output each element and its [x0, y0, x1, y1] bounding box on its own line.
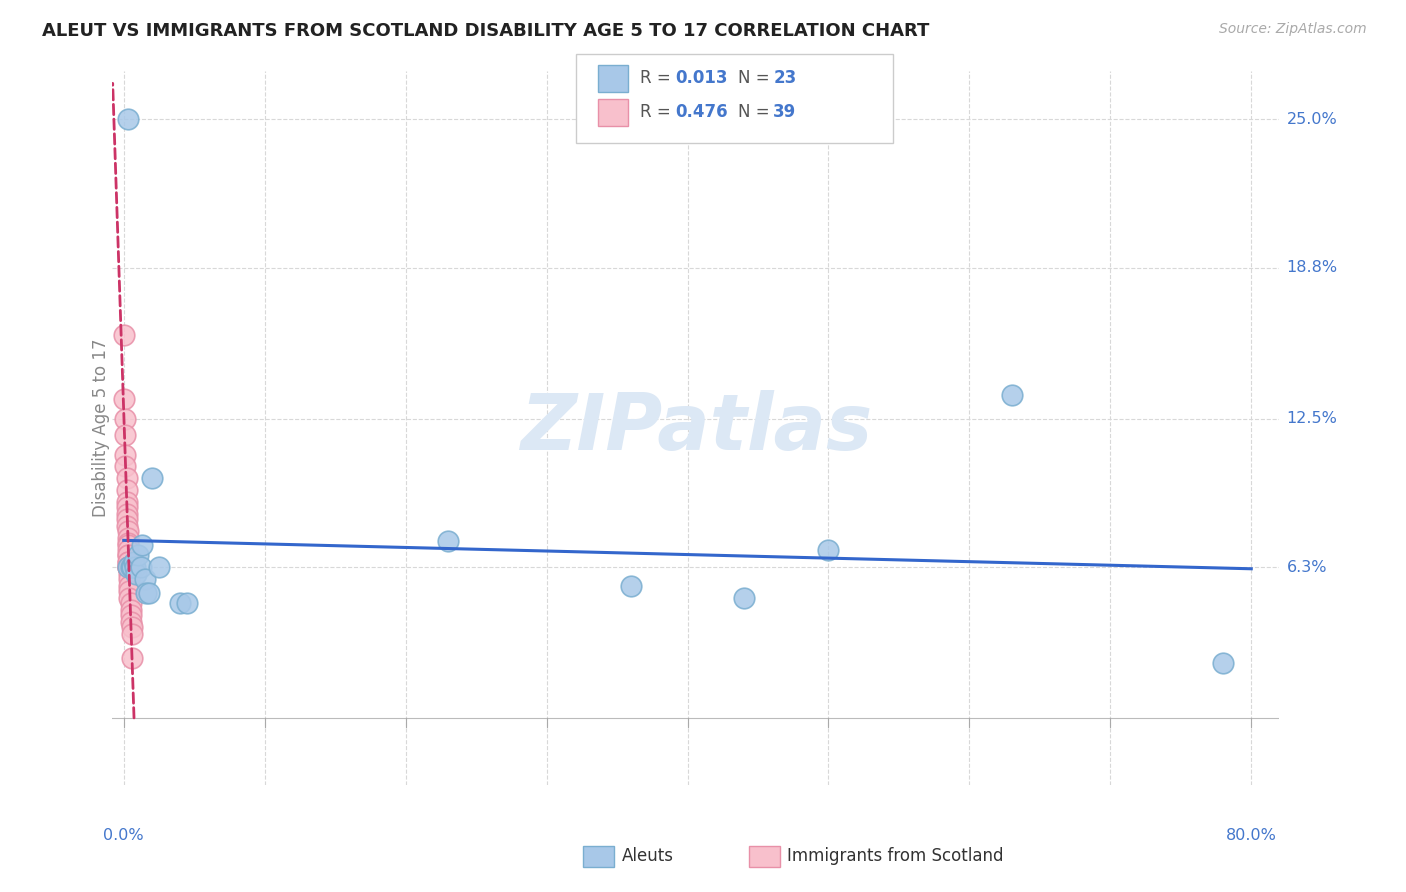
Point	[115, 495, 138, 509]
Point	[117, 555, 139, 569]
Point	[115, 483, 138, 498]
Point	[115, 519, 138, 533]
Text: Source: ZipAtlas.com: Source: ZipAtlas.com	[1219, 22, 1367, 37]
Point	[120, 607, 142, 622]
Text: Immigrants from Scotland: Immigrants from Scotland	[787, 847, 1004, 865]
Point	[148, 560, 170, 574]
Point	[1001, 387, 1024, 401]
Text: Aleuts: Aleuts	[621, 847, 673, 865]
Point	[121, 627, 143, 641]
Point	[127, 548, 149, 562]
Point	[115, 471, 138, 485]
Text: 25.0%: 25.0%	[1286, 112, 1337, 127]
Point	[117, 543, 139, 558]
Point	[125, 567, 148, 582]
Text: R =: R =	[640, 70, 676, 87]
Point	[115, 512, 138, 526]
Point	[115, 508, 138, 522]
Point	[129, 560, 152, 574]
Text: 39: 39	[773, 103, 797, 121]
Point	[120, 603, 142, 617]
Point	[118, 560, 141, 574]
Point	[141, 471, 163, 485]
Point	[114, 411, 136, 425]
Text: 18.8%: 18.8%	[1286, 260, 1337, 276]
Text: N =: N =	[738, 70, 775, 87]
Text: 0.0%: 0.0%	[104, 828, 143, 843]
Text: R =: R =	[640, 103, 676, 121]
Point	[135, 586, 157, 600]
Point	[114, 459, 136, 474]
Text: ALEUT VS IMMIGRANTS FROM SCOTLAND DISABILITY AGE 5 TO 17 CORRELATION CHART: ALEUT VS IMMIGRANTS FROM SCOTLAND DISABI…	[42, 22, 929, 40]
Text: N =: N =	[738, 103, 775, 121]
Y-axis label: Disability Age 5 to 17: Disability Age 5 to 17	[93, 339, 110, 517]
Text: 6.3%: 6.3%	[1286, 559, 1327, 574]
Point	[118, 579, 141, 593]
Point	[176, 596, 198, 610]
Point	[117, 539, 139, 553]
Point	[620, 579, 643, 593]
Text: ZIPatlas: ZIPatlas	[520, 390, 872, 467]
Point	[121, 560, 143, 574]
Point	[120, 615, 142, 629]
Point	[112, 392, 135, 407]
Point	[817, 543, 839, 558]
Point	[118, 591, 141, 606]
Point	[115, 500, 138, 515]
Point	[134, 572, 156, 586]
Text: 80.0%: 80.0%	[1226, 828, 1277, 843]
Point	[733, 591, 755, 606]
Point	[122, 555, 145, 569]
Point	[117, 548, 139, 562]
Point	[169, 596, 191, 610]
Point	[118, 560, 141, 574]
Point	[117, 531, 139, 545]
Text: 0.013: 0.013	[675, 70, 727, 87]
Point	[112, 327, 135, 342]
Point	[120, 596, 142, 610]
Text: 23: 23	[773, 70, 797, 87]
Point	[117, 560, 139, 574]
Point	[117, 555, 139, 569]
Point	[124, 560, 146, 574]
Point	[118, 572, 141, 586]
Point	[114, 428, 136, 442]
Point	[117, 548, 139, 562]
Point	[118, 567, 141, 582]
Point	[1212, 656, 1234, 670]
Point	[138, 586, 160, 600]
Point	[120, 560, 142, 574]
Point	[118, 584, 141, 599]
Point	[117, 112, 139, 127]
Point	[117, 536, 139, 550]
Point	[121, 651, 143, 665]
Point	[121, 620, 143, 634]
Point	[117, 524, 139, 538]
Text: 0.476: 0.476	[675, 103, 727, 121]
Point	[117, 560, 139, 574]
Point	[131, 539, 153, 553]
Point	[117, 560, 139, 574]
Point	[114, 448, 136, 462]
Text: 12.5%: 12.5%	[1286, 411, 1337, 426]
Point	[437, 533, 460, 548]
Point	[117, 560, 139, 574]
